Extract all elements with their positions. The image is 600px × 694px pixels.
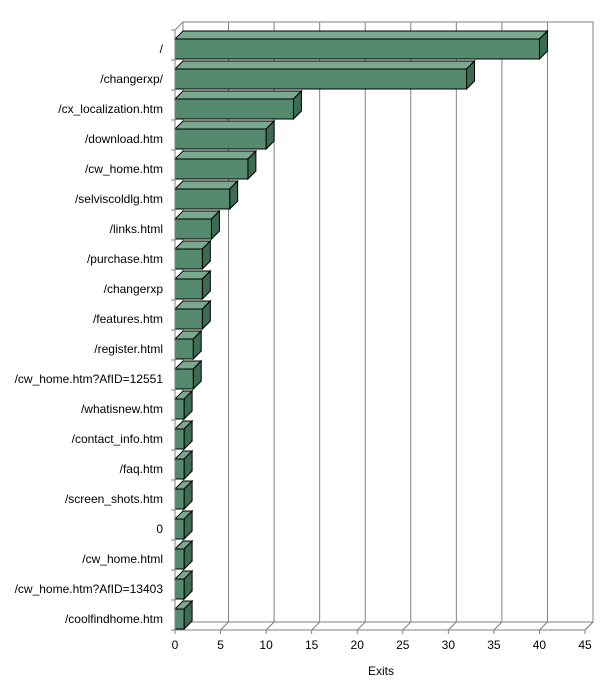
category-label: /purchase.htm <box>87 252 163 266</box>
category-label: /selviscoldlg.htm <box>75 192 163 206</box>
x-tick-label: 10 <box>259 638 273 652</box>
bar-front-face <box>174 308 203 330</box>
bar-front-face <box>174 578 185 600</box>
category-label: /cw_home.html <box>82 552 163 566</box>
bar <box>173 419 194 451</box>
bar-front-face <box>174 518 185 540</box>
bar <box>173 149 258 181</box>
floor-gridline <box>493 621 503 631</box>
x-tick-label: 45 <box>578 638 592 652</box>
bar <box>173 29 549 61</box>
bar-top-face <box>173 60 476 70</box>
wall-edge <box>174 21 184 31</box>
bar-front-face <box>174 128 267 150</box>
category-label: /cx_localization.htm <box>58 102 163 116</box>
floor-gridline <box>402 621 412 631</box>
bar-front-face <box>174 428 185 450</box>
category-label: /coolfindhome.htm <box>65 612 163 626</box>
bar-front-face <box>174 68 468 90</box>
bar <box>173 329 203 361</box>
category-label: /faq.htm <box>120 462 163 476</box>
bar <box>173 59 476 91</box>
bar <box>173 119 276 151</box>
bar <box>173 359 203 391</box>
bar-front-face <box>174 218 212 240</box>
bar-front-face <box>174 248 203 270</box>
bar <box>173 539 194 571</box>
bar <box>173 479 194 511</box>
bar-top-face <box>173 30 549 40</box>
bar-top-face <box>173 120 276 130</box>
bar-front-face <box>174 398 185 420</box>
bar <box>173 449 194 481</box>
bar <box>173 509 194 541</box>
x-tick-label: 30 <box>442 638 456 652</box>
floor-gridline <box>265 621 275 631</box>
category-label: /cw_home.htm?AfID=13403 <box>15 582 164 596</box>
floor-gridline <box>356 621 366 631</box>
bar-front-face <box>174 158 249 180</box>
x-tick-label: 20 <box>351 638 365 652</box>
bar-top-face <box>173 90 303 100</box>
category-label: /features.htm <box>93 312 163 326</box>
floor-gridline <box>584 621 594 631</box>
category-label: /whatisnew.htm <box>81 402 163 416</box>
x-tick-label: 35 <box>487 638 501 652</box>
category-axis: / /changerxp/ /cx_localization.htm/downloa… <box>15 29 176 631</box>
category-label: /changerxp <box>104 282 164 296</box>
category-label: /links.html <box>110 222 163 236</box>
category-label: /download.htm <box>85 132 163 146</box>
x-axis-title: Exits <box>368 664 394 678</box>
bar <box>173 569 194 601</box>
x-tick-label: 15 <box>305 638 319 652</box>
floor-gridline <box>311 621 321 631</box>
x-tick-label: 40 <box>533 638 547 652</box>
bar-front-face <box>174 488 185 510</box>
category-label: / <box>160 42 164 56</box>
category-label: 0 <box>156 522 163 536</box>
bars <box>173 29 549 631</box>
bar-top-face <box>173 150 258 160</box>
bar <box>173 209 221 241</box>
category-label: /register.html <box>94 342 163 356</box>
category-label: /cw_home.htm?AfID=12551 <box>15 372 164 386</box>
bar-front-face <box>174 188 231 210</box>
bar-front-face <box>174 548 185 570</box>
bar-front-face <box>174 38 540 60</box>
bar <box>173 269 212 301</box>
x-tick-label: 0 <box>172 638 179 652</box>
bar-front-face <box>174 368 194 390</box>
bar-front-face <box>174 278 203 300</box>
category-label: /contact_info.htm <box>72 432 163 446</box>
bar <box>173 599 194 631</box>
category-label: /screen_shots.htm <box>65 492 163 506</box>
bar <box>173 239 212 271</box>
bar <box>173 89 303 121</box>
value-axis: 0 5 10 15 20 25 30 35 40 45 <box>172 629 592 652</box>
floor-gridline <box>539 621 548 631</box>
bar-top-face <box>173 180 239 190</box>
bar <box>173 299 212 331</box>
floor-gridline <box>447 621 457 631</box>
bar <box>173 179 239 211</box>
floor-gridline <box>220 621 229 631</box>
category-label: /changerxp/ <box>100 72 163 86</box>
category-label: /cw_home.htm <box>85 162 163 176</box>
x-tick-label: 25 <box>396 638 410 652</box>
bar-front-face <box>174 458 185 480</box>
bar-front-face <box>174 608 185 630</box>
x-tick-label: 5 <box>217 638 224 652</box>
bar-front-face <box>174 98 294 120</box>
bar-front-face <box>174 338 194 360</box>
